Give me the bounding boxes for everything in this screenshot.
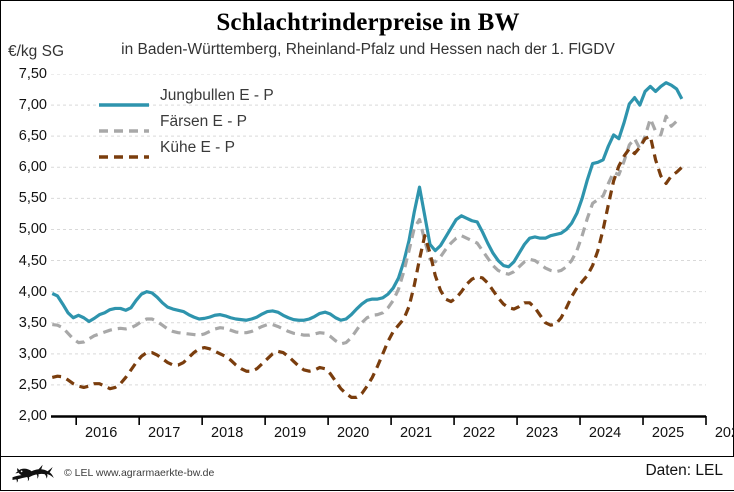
y-tick-label: 2,00 — [18, 408, 47, 424]
y-tick-label: 7,50 — [18, 66, 47, 82]
x-axis-tick-labels: 2016 2017 2018 2019 2020 2021 2022 2023 2024 2025… — [51, 425, 734, 449]
x-tick-label: 2016 — [85, 425, 118, 441]
y-axis-unit-label: €/kg SG — [8, 43, 64, 60]
x-tick-label: 2021 — [399, 425, 433, 441]
x-tick-label: 2017 — [148, 425, 181, 441]
data-source-label: Daten: LEL — [645, 462, 723, 479]
x-tick-label: 2025 — [651, 425, 685, 441]
page-title: Schlachtrinderpreise in BW — [216, 9, 520, 36]
y-tick-label: 4,00 — [18, 283, 47, 300]
y-tick-label: 5,50 — [18, 190, 47, 207]
series-lines — [51, 81, 684, 399]
legend-label: Färsen E - P — [160, 113, 247, 130]
plot-area — [51, 74, 706, 416]
lion-icon — [12, 464, 54, 483]
y-tick-label: 4,50 — [18, 252, 47, 269]
x-tick-label: 2020 — [336, 425, 370, 441]
series-line — [51, 81, 684, 324]
x-tick-label: 2024 — [588, 425, 622, 441]
legend-item[interactable]: Färsen E - P — [98, 111, 328, 133]
y-tick-label: 6,00 — [18, 159, 47, 176]
legend-label: Kühe E - P — [160, 139, 235, 156]
copyright-text: © LEL www.agrarmaerkte-bw.de — [64, 467, 215, 479]
legend-label: Jungbullen E - P — [160, 87, 274, 104]
y-axis-tick-labels: 2,00 2,50 3,00 3,50 4,00 4,50 5,00 5,50 6,00 6,50… — [1, 1, 47, 492]
series-line — [52, 114, 682, 346]
x-tick-label: 2018 — [211, 425, 244, 441]
x-tick-label: 2022 — [462, 425, 496, 441]
chart-legend: Jungbullen E - P Färsen E - P Kühe E - P — [98, 85, 328, 163]
y-tick-label: 3,50 — [18, 314, 47, 331]
x-tick-label: 2019 — [273, 425, 307, 441]
y-tick-label: 7,00 — [18, 97, 47, 114]
y-tick-label: 2,50 — [18, 376, 47, 393]
footer-bar: © LEL www.agrarmaerkte-bw.de Daten: LEL — [1, 456, 734, 490]
y-tick-label: 3,00 — [18, 345, 47, 362]
x-tick-label: 2026 — [714, 425, 734, 441]
y-tick-label: 6,50 — [18, 128, 47, 145]
footer-left-group: © LEL www.agrarmaerkte-bw.de — [11, 463, 214, 483]
y-tick-label: 5,00 — [18, 221, 47, 238]
chart-subtitle: in Baden-Württemberg, Rheinland-Pfalz un… — [121, 41, 615, 58]
x-tick-label: 2023 — [525, 425, 559, 441]
series-line — [51, 134, 683, 399]
chart-svg — [51, 74, 706, 416]
x-axis-ticks — [75, 416, 707, 425]
legend-item[interactable]: Jungbullen E - P — [98, 85, 328, 107]
legend-item[interactable]: Kühe E - P — [98, 137, 328, 159]
